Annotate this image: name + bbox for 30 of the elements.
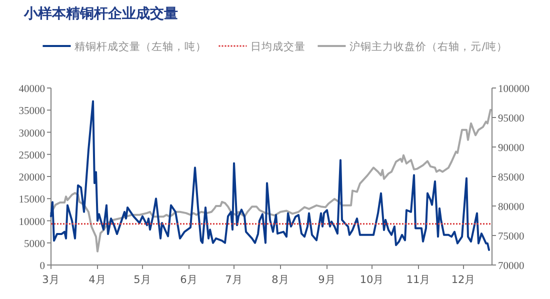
y2-tick-label: 100000 — [498, 84, 530, 95]
x-tick-label: 9月 — [318, 274, 336, 286]
legend-label: 沪铜主力收盘价（右轴，元/吨） — [350, 40, 508, 53]
x-tick-label: 3月 — [42, 274, 60, 286]
y2-tick-label: 70000 — [498, 261, 524, 272]
y-tick-label: 25000 — [18, 150, 45, 162]
x-tick-label: 8月 — [272, 274, 290, 286]
y-tick-label: 15000 — [18, 194, 45, 206]
y-tick-label: 20000 — [18, 172, 45, 184]
y-tick-label: 5000 — [24, 238, 45, 250]
x-tick-label: 4月 — [88, 274, 106, 286]
x-tick-label: 5月 — [134, 274, 152, 286]
y2-tick-label: 75000 — [498, 232, 524, 242]
legend-label: 精铜杆成交量（左轴，吨） — [74, 40, 207, 53]
y-tick-label: 30000 — [18, 128, 45, 140]
y2-tick-label: 85000 — [498, 172, 524, 184]
x-tick-label: 11月 — [406, 274, 431, 286]
y-tick-label: 10000 — [18, 216, 45, 228]
x-tick-label: 6月 — [180, 274, 198, 286]
legend-label: 日均成交量 — [250, 40, 306, 53]
y-tick-label: 35000 — [18, 106, 45, 118]
y-tick-label: 0 — [40, 261, 45, 272]
y-tick-label: 40000 — [18, 84, 45, 95]
x-tick-label: 7月 — [225, 274, 243, 286]
y2-tick-label: 90000 — [498, 143, 524, 154]
y2-tick-label: 95000 — [498, 114, 524, 124]
chart-title: 小样本精铜杆企业成交量 — [23, 5, 178, 22]
x-tick-label: 10月 — [360, 274, 384, 286]
y2-tick-label: 80000 — [498, 202, 524, 213]
x-tick-label: 12月 — [451, 274, 476, 286]
